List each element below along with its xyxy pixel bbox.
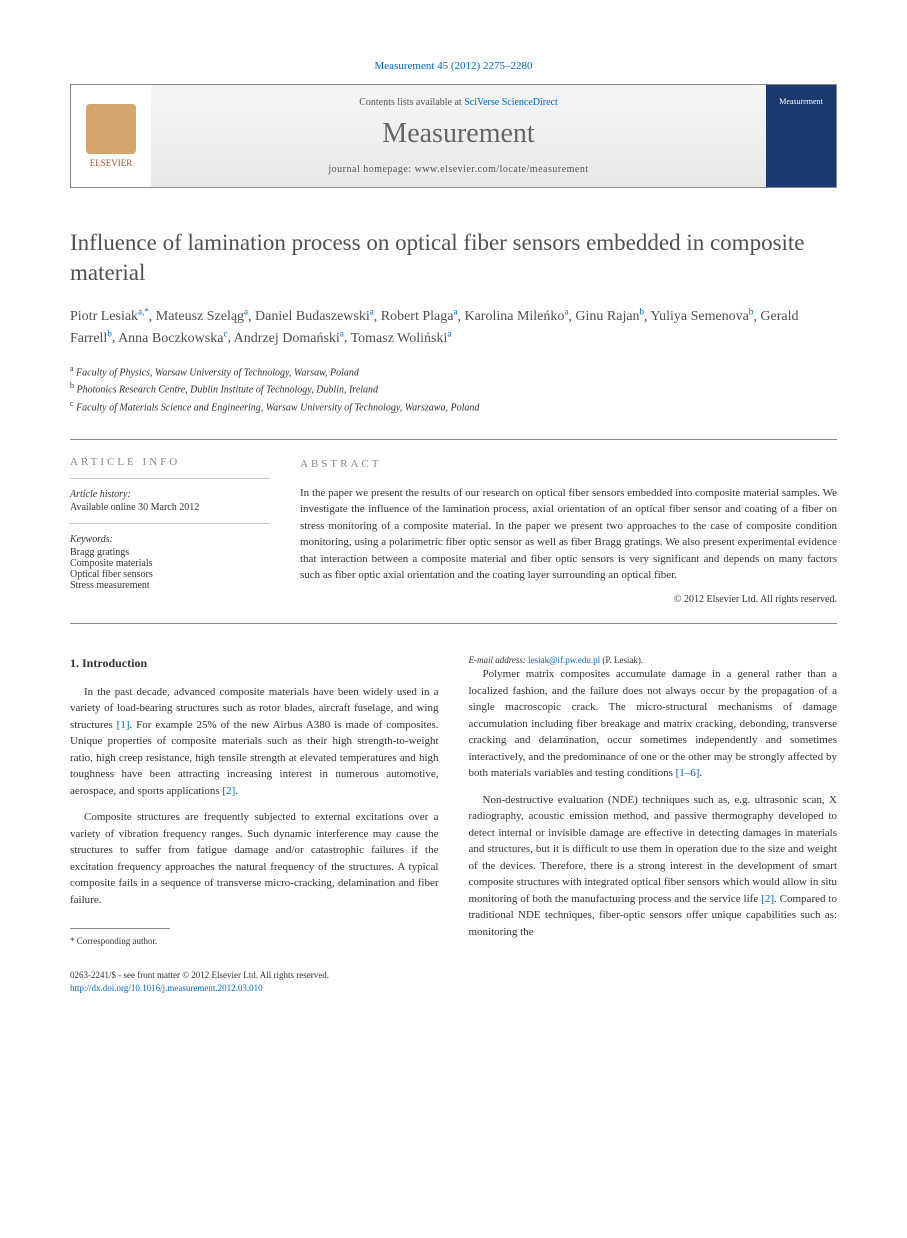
abstract-heading: ABSTRACT xyxy=(300,456,837,473)
author: Ginu Rajanb xyxy=(575,309,644,324)
author: Andrzej Domańskia xyxy=(234,331,344,346)
keyword: Composite materials xyxy=(70,558,270,569)
citation-link[interactable]: [1–6] xyxy=(676,767,700,779)
divider xyxy=(70,478,270,479)
copyright: © 2012 Elsevier Ltd. All rights reserved… xyxy=(300,592,837,607)
author-list: Piotr Lesiaka,*, Mateusz Szeląga, Daniel… xyxy=(70,306,837,349)
citation-link[interactable]: [2] xyxy=(222,785,235,797)
article-title: Influence of lamination process on optic… xyxy=(70,228,837,288)
journal-reference: Measurement 45 (2012) 2275–2280 xyxy=(70,60,837,72)
article-page: Measurement 45 (2012) 2275–2280 ELSEVIER… xyxy=(0,0,907,1034)
contents-line: Contents lists available at SciVerse Sci… xyxy=(151,97,766,108)
author: Karolina Mileńkoa xyxy=(464,309,568,324)
journal-ref-link[interactable]: Measurement 45 (2012) 2275–2280 xyxy=(375,60,533,72)
affiliation-link[interactable]: a xyxy=(447,328,451,338)
abstract-text: In the paper we present the results of o… xyxy=(300,485,837,584)
divider xyxy=(70,523,270,524)
paragraph: Polymer matrix composites accumulate dam… xyxy=(469,666,838,782)
affiliation: c Faculty of Materials Science and Engin… xyxy=(70,398,837,415)
paragraph: Composite structures are frequently subj… xyxy=(70,809,439,908)
doi-link[interactable]: http://dx.doi.org/10.1016/j.measurement.… xyxy=(70,983,263,993)
affiliation-link[interactable]: a xyxy=(244,307,248,317)
elsevier-tree-icon xyxy=(86,104,136,154)
keywords-list: Bragg gratingsComposite materialsOptical… xyxy=(70,547,270,591)
body-text: 1. Introduction In the past decade, adva… xyxy=(70,654,837,949)
author: Tomasz Wolińskia xyxy=(351,331,452,346)
affiliation-link[interactable]: b xyxy=(107,328,112,338)
homepage-line: journal homepage: www.elsevier.com/locat… xyxy=(151,164,766,175)
citation-link[interactable]: [1] xyxy=(117,719,130,731)
paragraph: Non-destructive evaluation (NDE) techniq… xyxy=(469,792,838,941)
affiliation-link[interactable]: a xyxy=(564,307,568,317)
author: Piotr Lesiaka,* xyxy=(70,309,149,324)
publisher-name: ELSEVIER xyxy=(90,158,133,168)
info-heading: ARTICLE INFO xyxy=(70,456,270,468)
affiliation-link[interactable]: c xyxy=(223,328,227,338)
journal-title: Measurement xyxy=(151,118,766,150)
author: Daniel Budaszewskia xyxy=(255,309,374,324)
affiliation: a Faculty of Physics, Warsaw University … xyxy=(70,363,837,380)
header-center: Contents lists available at SciVerse Sci… xyxy=(151,85,766,187)
journal-header: ELSEVIER Contents lists available at Sci… xyxy=(70,84,837,188)
history-text: Available online 30 March 2012 xyxy=(70,502,270,513)
author: Mateusz Szeląga xyxy=(156,309,248,324)
info-abstract-row: ARTICLE INFO Article history: Available … xyxy=(70,439,837,624)
affiliations: a Faculty of Physics, Warsaw University … xyxy=(70,363,837,415)
page-footer: 0263-2241/$ - see front matter © 2012 El… xyxy=(70,969,837,994)
homepage-url[interactable]: www.elsevier.com/locate/measurement xyxy=(415,164,589,175)
affiliation: b Photonics Research Centre, Dublin Inst… xyxy=(70,380,837,397)
author: Robert Plagaa xyxy=(381,309,458,324)
affiliation-link[interactable]: b xyxy=(749,307,754,317)
author: Yuliya Semenovab xyxy=(651,309,754,324)
history-label: Article history: xyxy=(70,489,270,500)
abstract: ABSTRACT In the paper we present the res… xyxy=(300,456,837,607)
keywords-label: Keywords: xyxy=(70,534,270,545)
article-info: ARTICLE INFO Article history: Available … xyxy=(70,456,270,607)
keyword: Stress measurement xyxy=(70,580,270,591)
author: Anna Boczkowskac xyxy=(118,331,227,346)
affiliation-link[interactable]: a xyxy=(370,307,374,317)
affiliation-link[interactable]: b xyxy=(640,307,645,317)
front-matter-line: 0263-2241/$ - see front matter © 2012 El… xyxy=(70,969,837,982)
keyword: Optical fiber sensors xyxy=(70,569,270,580)
footnote-separator xyxy=(70,928,170,929)
email-link[interactable]: lesiak@if.pw.edu.pl xyxy=(528,655,600,665)
affiliation-link[interactable]: a xyxy=(453,307,457,317)
paragraph: In the past decade, advanced composite m… xyxy=(70,684,439,800)
citation-link[interactable]: [2] xyxy=(761,893,774,905)
keyword: Bragg gratings xyxy=(70,547,270,558)
affiliation-link[interactable]: a xyxy=(340,328,344,338)
section-heading: 1. Introduction xyxy=(70,654,439,672)
sciencedirect-link[interactable]: SciVerse ScienceDirect xyxy=(464,97,558,108)
journal-cover-thumbnail[interactable]: Measurement xyxy=(766,85,836,187)
elsevier-logo[interactable]: ELSEVIER xyxy=(71,85,151,187)
